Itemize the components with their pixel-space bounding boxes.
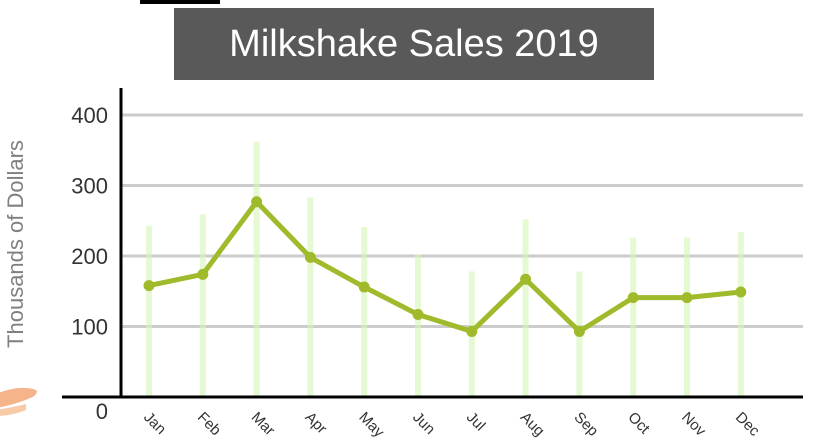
series-line [146,199,744,334]
x-tick-label-jul: Jul [463,409,489,435]
x-tick-label-aug: Aug [517,409,548,440]
x-tick-label-may: May [355,409,387,441]
point-glow [199,214,206,397]
x-tick-label-nov: Nov [678,409,709,440]
data-point-may [358,281,370,293]
chart-title: Milkshake Sales 2019 [229,22,599,65]
data-point-dec [735,286,747,298]
point-glow [146,225,152,397]
data-point-jul [466,325,478,337]
point-glow [361,227,368,397]
x-tick-label-mar: Mar [248,409,278,439]
series-layer [143,196,747,337]
x-tick-label-jan: Jan [140,409,169,438]
glow-layer [146,141,744,397]
data-point-nov [681,292,693,304]
x-tick-label-dec: Dec [732,409,763,440]
point-glow [415,254,421,397]
data-point-jun [412,309,424,321]
y-tick-label-0: 0 [96,399,108,424]
data-point-aug [520,273,532,285]
point-glow [630,237,637,397]
point-glow [684,237,690,397]
data-point-sep [573,325,585,337]
x-tick-layer: Jan Feb Mar Apr May Jun Jul Aug Sep Oct Nov Dec [140,409,763,441]
data-point-oct [627,292,639,304]
y-tick-label-400: 400 [71,103,108,128]
axis-layer [62,88,803,399]
y-tick-label-200: 200 [71,244,108,269]
data-point-feb [197,268,209,280]
point-glow [522,219,529,397]
hand-icon [0,387,37,416]
x-tick-label-oct: Oct [624,409,653,438]
x-tick-label-apr: Apr [302,409,331,438]
y-tick-label-100: 100 [71,315,108,340]
x-tick-label-jun: Jun [409,409,438,438]
point-glow [253,141,260,397]
data-point-jan [143,280,155,292]
x-tick-label-feb: Feb [194,409,224,439]
data-point-apr [304,251,316,263]
point-glow [737,231,744,397]
y-tick-label-300: 300 [71,174,108,199]
chart-title-banner: Milkshake Sales 2019 [174,8,654,80]
x-tick-label-sep: Sep [571,409,602,440]
data-point-mar [251,196,263,208]
point-glow [307,197,314,397]
y-tick-layer: 400 300 200 100 0 [71,103,108,424]
top-edge-mark [140,0,220,4]
